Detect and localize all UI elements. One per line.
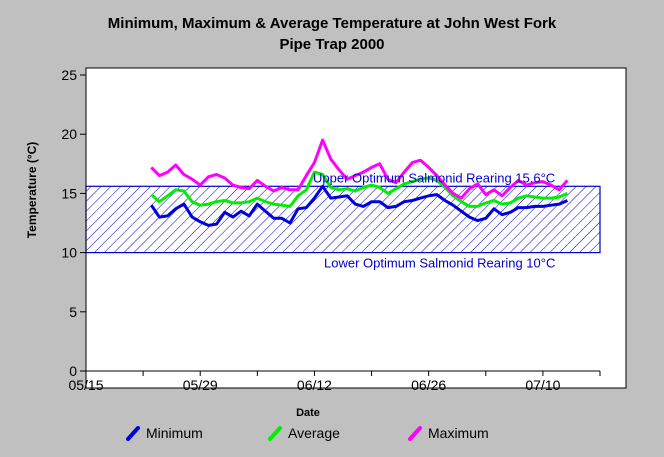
legend-label-minimum: Minimum xyxy=(146,425,203,441)
chart-title-line-2: Pipe Trap 2000 xyxy=(279,36,385,53)
y-tick-label: 20 xyxy=(61,126,77,142)
y-axis-title: Temperature (°C) xyxy=(25,142,39,239)
legend-swatch-minimum xyxy=(126,426,140,441)
x-tick-label: 05/29 xyxy=(183,377,218,393)
y-tick-label: 25 xyxy=(61,67,77,83)
y-tick-label: 0 xyxy=(69,363,77,379)
chart-title-line-1: Minimum, Maximum & Average Temperature a… xyxy=(107,15,557,32)
x-axis-title: Date xyxy=(296,407,320,419)
x-tick-label: 06/12 xyxy=(297,377,332,393)
upper-optimum-label: Upper Optimum Salmonid Rearing 15.6°C xyxy=(313,170,555,185)
legend-label-average: Average xyxy=(288,425,340,441)
series-line-maximum xyxy=(150,138,569,200)
legend-swatch-average xyxy=(268,426,282,441)
y-tick-label: 5 xyxy=(69,304,77,320)
y-tick-label: 15 xyxy=(61,185,77,201)
series-line-minimum xyxy=(150,184,569,227)
legend-label-maximum: Maximum xyxy=(428,425,489,441)
series-line-average xyxy=(150,170,569,208)
y-tick-label: 10 xyxy=(61,245,77,261)
x-tick-label: 06/26 xyxy=(411,377,446,393)
x-tick-label: 05/15 xyxy=(68,377,103,393)
legend-swatch-maximum xyxy=(408,426,422,441)
lower-optimum-label: Lower Optimum Salmonid Rearing 10°C xyxy=(324,256,555,271)
x-tick-label: 07/10 xyxy=(525,377,560,393)
